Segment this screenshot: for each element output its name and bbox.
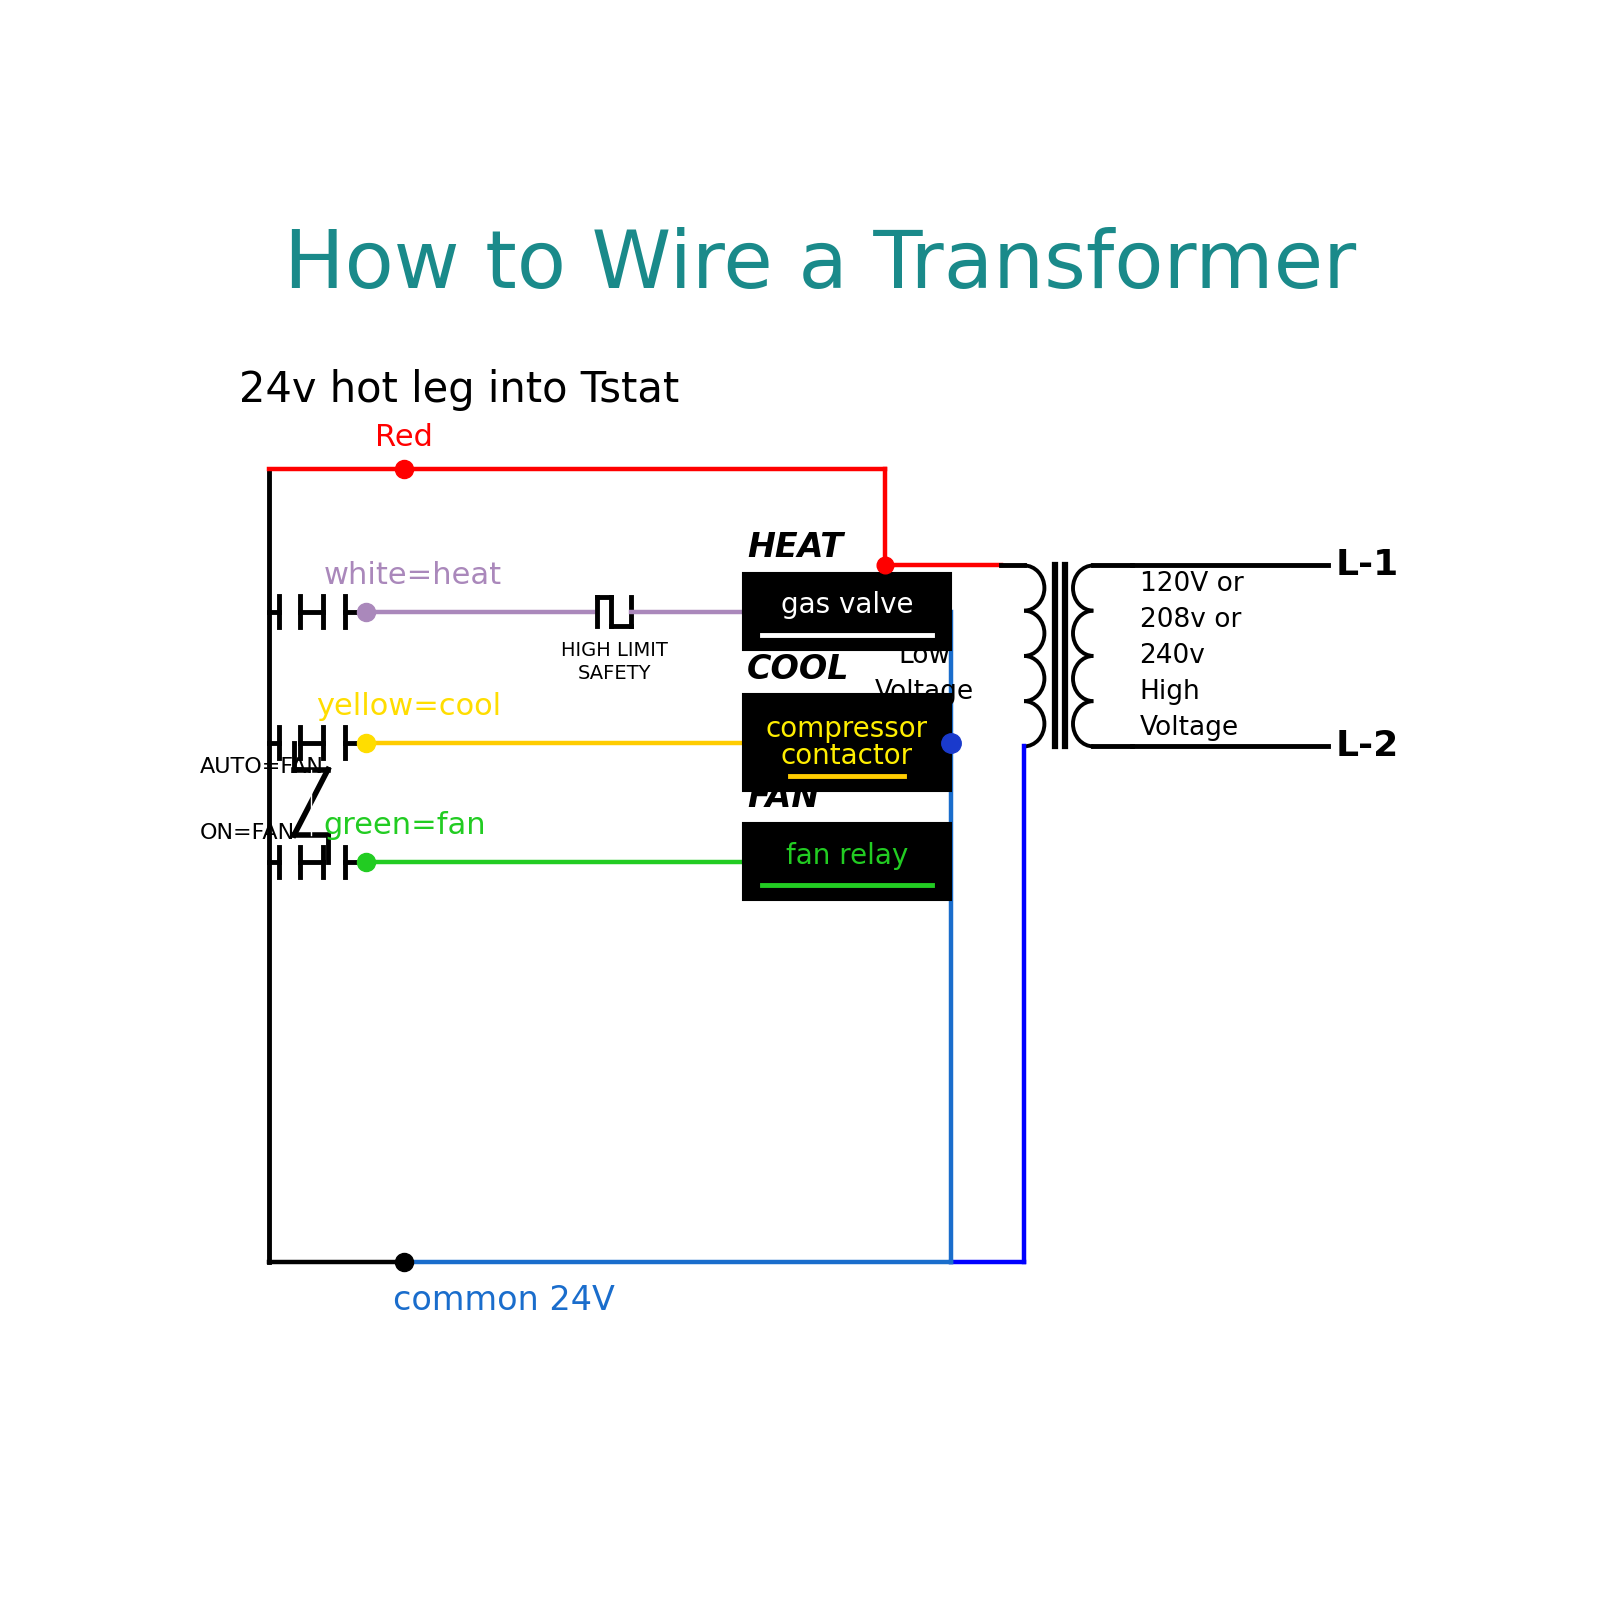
Text: HIGH LIMIT
SAFETY: HIGH LIMIT SAFETY xyxy=(560,642,667,683)
Text: HEAT: HEAT xyxy=(747,531,843,563)
Text: fan relay: fan relay xyxy=(786,842,909,870)
Text: COOL: COOL xyxy=(747,653,850,685)
Text: 24v
Low
Voltage: 24v Low Voltage xyxy=(874,606,973,706)
FancyBboxPatch shape xyxy=(742,694,950,790)
Text: How to Wire a Transformer: How to Wire a Transformer xyxy=(283,227,1357,304)
Text: ON=FAN: ON=FAN xyxy=(200,822,296,843)
Text: 24v hot leg into Tstat: 24v hot leg into Tstat xyxy=(238,370,678,411)
Text: Red: Red xyxy=(376,424,434,453)
Text: AUTO=FAN: AUTO=FAN xyxy=(200,757,325,778)
Text: L-2: L-2 xyxy=(1336,730,1398,763)
Text: yellow=cool: yellow=cool xyxy=(317,691,501,722)
Text: 120V or
208v or
240v
High
Voltage: 120V or 208v or 240v High Voltage xyxy=(1139,571,1243,741)
Text: gas valve: gas valve xyxy=(781,592,914,619)
Text: L-1: L-1 xyxy=(1336,549,1398,582)
FancyBboxPatch shape xyxy=(742,824,950,901)
Text: common 24V: common 24V xyxy=(392,1283,614,1317)
Text: green=fan: green=fan xyxy=(323,811,486,840)
Text: contactor: contactor xyxy=(781,742,914,771)
FancyBboxPatch shape xyxy=(742,573,950,650)
Text: compressor: compressor xyxy=(766,715,928,744)
Text: white=heat: white=heat xyxy=(323,562,502,590)
Text: FAN: FAN xyxy=(747,781,819,814)
